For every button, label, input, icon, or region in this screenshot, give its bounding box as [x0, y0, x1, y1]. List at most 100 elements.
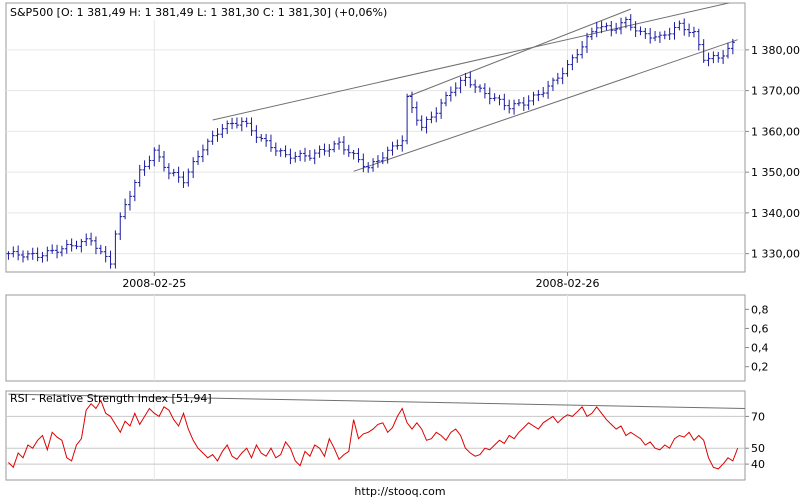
- price-bar: [643, 27, 648, 39]
- rsi-reference-line: [8, 393, 746, 409]
- price-bar: [672, 22, 677, 40]
- price-bar: [424, 116, 429, 134]
- rsi-grid: [6, 391, 745, 480]
- price-bar: [200, 144, 205, 163]
- price-bar: [458, 76, 463, 94]
- price-bar: [142, 160, 147, 176]
- price-bar: [298, 150, 303, 162]
- price-title: S&P500 [O: 1 381,49 H: 1 381,49 L: 1 381…: [10, 6, 387, 19]
- price-bar: [215, 128, 220, 142]
- price-bar: [541, 86, 546, 98]
- price-bar: [400, 135, 405, 152]
- price-bar: [395, 139, 400, 150]
- price-bar: [234, 117, 239, 129]
- price-bar: [487, 87, 492, 105]
- rsi-line: [8, 399, 739, 470]
- price-bar: [341, 136, 346, 155]
- price-bar: [249, 117, 254, 136]
- price-bar: [657, 31, 662, 43]
- price-bar: [546, 80, 551, 99]
- price-bar: [390, 141, 395, 156]
- price-bar: [648, 27, 653, 44]
- price-bar: [351, 149, 356, 160]
- price-bar: [186, 168, 191, 187]
- price-bar: [6, 251, 11, 260]
- price-bar: [312, 149, 317, 165]
- indicator-y-tick-label: 0,8: [751, 303, 769, 316]
- footer-url[interactable]: http://stooq.com: [354, 485, 445, 498]
- price-bar: [468, 71, 473, 88]
- price-bar: [166, 163, 171, 180]
- price-bar: [575, 48, 580, 63]
- price-bar: [516, 99, 521, 107]
- price-bar: [45, 246, 50, 262]
- price-bar: [536, 89, 541, 102]
- price-trend-line: [406, 8, 631, 98]
- price-bar: [696, 28, 701, 51]
- rsi-y-tick-label: 50: [751, 442, 765, 455]
- price-bar: [322, 143, 327, 156]
- rsi-trend-line: [8, 393, 746, 409]
- price-bar: [599, 21, 604, 34]
- price-y-tick-label: 1 370,00: [751, 85, 800, 98]
- price-bar: [79, 238, 84, 253]
- price-bar: [662, 30, 667, 40]
- price-bar: [375, 155, 380, 168]
- indicator-panel: 0,2 0,4 0,6 0,8: [5, 294, 769, 382]
- price-bar: [147, 155, 152, 170]
- price-bar: [327, 144, 332, 157]
- price-bar: [448, 86, 453, 102]
- price-bar: [337, 137, 342, 150]
- price-bar: [59, 245, 64, 257]
- price-x-tick-label: 2008-02-25: [122, 277, 186, 290]
- price-bar: [701, 39, 706, 63]
- price-bar: [254, 125, 259, 143]
- price-bar: [230, 117, 235, 130]
- price-bar: [30, 247, 35, 260]
- price-bar: [555, 72, 560, 85]
- price-bar: [346, 144, 351, 157]
- price-bar: [677, 20, 682, 31]
- price-bar: [278, 148, 283, 157]
- price-x-tick-label: 2008-02-26: [536, 277, 600, 290]
- price-bar: [196, 150, 201, 166]
- price-bar: [604, 22, 609, 31]
- price-bar: [157, 144, 162, 162]
- price-bar: [725, 42, 730, 59]
- price-bar: [580, 40, 585, 59]
- price-panel: S&P500 [O: 1 381,49 H: 1 381,49 L: 1 381…: [5, 2, 800, 290]
- price-bar: [50, 244, 55, 254]
- price-bar: [512, 99, 517, 115]
- rsi-y-axis: 40 50 70: [745, 410, 765, 471]
- price-bar: [55, 244, 60, 259]
- price-bar: [40, 251, 45, 263]
- price-bar: [225, 120, 230, 134]
- price-bar: [589, 27, 594, 40]
- price-bar: [419, 115, 424, 131]
- price-bar: [171, 168, 176, 177]
- price-bar: [317, 145, 322, 158]
- indicator-y-axis: 0,2 0,4 0,6 0,8: [745, 303, 769, 374]
- price-bar: [132, 179, 137, 202]
- price-bars: [6, 14, 735, 269]
- price-bar: [463, 72, 468, 87]
- price-bar: [682, 18, 687, 36]
- price-trend-line: [353, 39, 738, 172]
- price-bar: [191, 157, 196, 179]
- price-bar: [127, 190, 132, 211]
- price-bar: [385, 146, 390, 164]
- price-bar: [721, 50, 726, 65]
- price-bar: [691, 26, 696, 38]
- price-bar: [429, 111, 434, 124]
- price-bar: [366, 162, 371, 173]
- price-bar: [730, 38, 735, 55]
- price-grid: [6, 3, 745, 272]
- price-bar: [414, 101, 419, 126]
- indicator-y-tick-label: 0,6: [751, 322, 769, 335]
- price-bar: [264, 133, 269, 147]
- price-panel-frame: [5, 2, 746, 273]
- price-bar: [716, 51, 721, 63]
- price-x-axis: 2008-02-25 2008-02-26: [122, 272, 600, 290]
- price-bar: [273, 142, 278, 156]
- price-bar: [16, 245, 21, 261]
